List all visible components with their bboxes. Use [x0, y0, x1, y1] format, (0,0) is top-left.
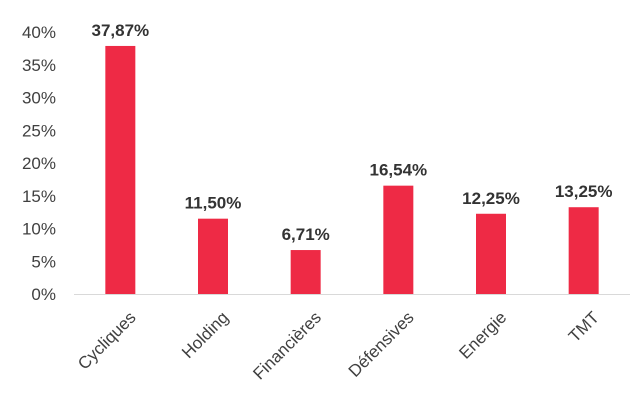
bar: [476, 213, 506, 294]
data-label: 13,25%: [555, 182, 613, 201]
x-category-label: Energie: [455, 308, 510, 363]
y-tick-label: 10%: [22, 220, 56, 239]
y-tick-label: 30%: [22, 89, 56, 108]
bars: 37,87% Cycliques 11,50% Holding 6,71% Financi…: [74, 21, 612, 383]
x-category-label: Financières: [249, 308, 325, 384]
data-label: 6,71%: [282, 225, 330, 244]
y-tick-label: 5%: [31, 252, 56, 271]
x-category-label: TMT: [565, 308, 603, 346]
y-tick-label: 25%: [22, 121, 56, 140]
bar: [198, 218, 228, 294]
bar: [383, 185, 414, 294]
x-category-label: Défensives: [345, 308, 418, 381]
bar: [105, 45, 136, 294]
y-tick-label: 40%: [22, 23, 56, 42]
y-axis: 0% 5% 10% 15% 20% 25% 30% 35% 40%: [22, 23, 56, 304]
y-tick-label: 0%: [31, 285, 56, 304]
y-tick-label: 20%: [22, 154, 56, 173]
y-tick-label: 35%: [22, 56, 56, 75]
data-label: 12,25%: [462, 189, 520, 208]
data-label: 11,50%: [185, 194, 242, 213]
bar: [290, 250, 321, 294]
bar: [568, 207, 599, 294]
y-tick-label: 15%: [22, 187, 56, 206]
x-category-label: Cycliques: [74, 308, 140, 374]
data-label: 37,87%: [91, 21, 149, 40]
x-category-label: Holding: [178, 308, 232, 362]
data-label: 16,54%: [369, 161, 427, 180]
